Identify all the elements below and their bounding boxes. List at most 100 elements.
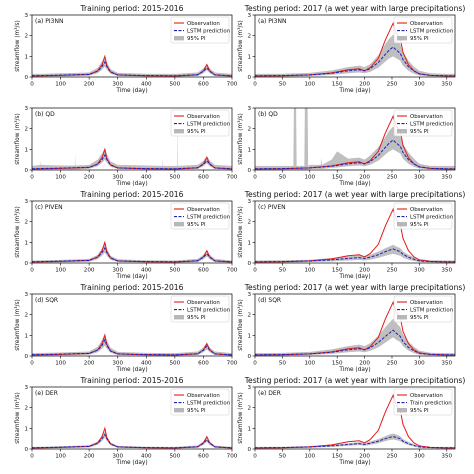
prediction-line	[32, 433, 232, 449]
y-axis-label: streamflow (m³/s)	[14, 20, 21, 72]
y-tick-label: 1	[24, 426, 28, 432]
legend-swatch-pi	[397, 36, 407, 41]
panel-2: Testing period: 2017 (a wet year with la…	[237, 4, 465, 94]
x-tick-label: 350	[441, 82, 452, 88]
panel-1: Training period: 2015-2016 (a) PI3NN 0 100 2…	[14, 4, 238, 94]
legend-entry: Observation	[410, 21, 443, 27]
x-tick-label: 100	[304, 268, 315, 274]
y-tick-label: 2	[24, 220, 28, 226]
legend-entry: LSTM prediction	[410, 215, 453, 221]
panel-label: (c) PIVEN	[35, 204, 63, 211]
legend-entry: 95% PI	[187, 315, 206, 321]
observation-line	[255, 300, 455, 356]
x-tick-label: 300	[112, 361, 123, 367]
panel-label: (e) DER	[258, 390, 281, 397]
legend-entry: 95% PI	[187, 408, 206, 414]
legend-entry: LSTM prediction	[410, 29, 453, 35]
x-tick-label: 150	[332, 82, 343, 88]
x-tick-label: 200	[359, 361, 370, 367]
legend-entry: Observation	[187, 300, 220, 306]
x-axis-label: Time (day)	[115, 460, 147, 466]
plot-frame	[31, 200, 233, 264]
legend-swatch-pi	[397, 222, 407, 227]
legend-swatch-pi	[174, 129, 184, 134]
x-tick-label: 50	[279, 454, 287, 460]
y-tick-label: 3	[247, 13, 251, 19]
x-tick-label: 350	[441, 268, 452, 274]
x-tick-label: 200	[84, 175, 95, 181]
y-tick-label: 3	[247, 385, 251, 391]
legend-box	[393, 16, 453, 44]
panel-9: Training period: 2015-2016 (e) DER 0 100 200…	[14, 376, 238, 466]
x-tick-label: 300	[414, 175, 425, 181]
x-tick-label: 200	[84, 361, 95, 367]
legend-entry: Observation	[410, 393, 443, 399]
x-tick-label: 700	[227, 82, 238, 88]
x-tick-label: 400	[141, 361, 152, 367]
x-tick-label: 600	[198, 82, 209, 88]
panel-7: Training period: 2015-2016 (d) SQR 0 100 200…	[14, 283, 238, 373]
y-tick-label: 1	[24, 147, 28, 153]
legend-entry: Observation	[187, 114, 220, 120]
x-tick-label: 150	[332, 175, 343, 181]
pi-band	[32, 333, 232, 356]
x-tick-label: 50	[279, 268, 287, 274]
panel-6: Testing period: 2017 (a wet year with la…	[237, 190, 465, 280]
pi-band	[32, 431, 232, 449]
pi-band	[32, 112, 232, 170]
panel-8: Testing period: 2017 (a wet year with la…	[237, 283, 465, 373]
legend-entry: LSTM prediction	[187, 122, 230, 128]
x-tick-label: 300	[112, 175, 123, 181]
x-tick-label: 100	[55, 268, 66, 274]
pi-band	[255, 34, 455, 77]
y-axis-label: streamflow (m³/s)	[237, 392, 244, 444]
y-tick-label: 0	[24, 447, 28, 453]
y-tick-label: 1	[247, 426, 251, 432]
legend-entry: 95% PI	[410, 36, 429, 42]
y-tick-label: 1	[247, 147, 251, 153]
legend-box	[393, 202, 453, 230]
legend-entry: Observation	[187, 21, 220, 27]
pi-band	[255, 433, 455, 449]
x-tick-label: 100	[55, 175, 66, 181]
y-tick-label: 0	[24, 168, 28, 174]
legend-entry: Train prediction	[409, 401, 452, 407]
legend-entry: 95% PI	[410, 315, 429, 321]
x-tick-label: 350	[441, 361, 452, 367]
legend-entry: LSTM prediction	[187, 215, 230, 221]
x-axis-label: Time (day)	[115, 88, 147, 94]
x-tick-label: 0	[253, 361, 257, 367]
panel-10: Testing period: 2017 (a wet year with la…	[237, 376, 465, 466]
y-tick-label: 2	[247, 313, 251, 319]
y-axis-label: streamflow (m³/s)	[14, 113, 21, 165]
y-tick-label: 0	[24, 354, 28, 360]
y-tick-label: 2	[247, 406, 251, 412]
x-tick-label: 500	[170, 82, 181, 88]
y-tick-label: 0	[247, 261, 251, 267]
x-tick-label: 250	[387, 82, 398, 88]
panel-label: (c) PIVEN	[258, 204, 286, 211]
x-tick-label: 600	[198, 175, 209, 181]
x-tick-label: 100	[55, 361, 66, 367]
x-tick-label: 200	[359, 175, 370, 181]
panel-label: (b) QD	[35, 111, 55, 118]
y-axis-label: streamflow (m³/s)	[14, 392, 21, 444]
x-tick-label: 500	[170, 175, 181, 181]
y-tick-label: 0	[247, 447, 251, 453]
y-tick-label: 1	[247, 54, 251, 60]
x-axis-label: Time (day)	[338, 181, 370, 187]
y-tick-label: 1	[24, 333, 28, 339]
panel-4: (b) QD 0 50 100 150 200 250 300 350 0 1 2 3 Time (day…	[237, 106, 456, 187]
y-axis-label: streamflow (m³/s)	[237, 113, 244, 165]
x-tick-label: 350	[441, 454, 452, 460]
legend-box	[170, 202, 230, 230]
legend-entry: LSTM prediction	[410, 308, 453, 314]
x-tick-label: 0	[253, 454, 257, 460]
y-axis-label: streamflow (m³/s)	[237, 206, 244, 258]
